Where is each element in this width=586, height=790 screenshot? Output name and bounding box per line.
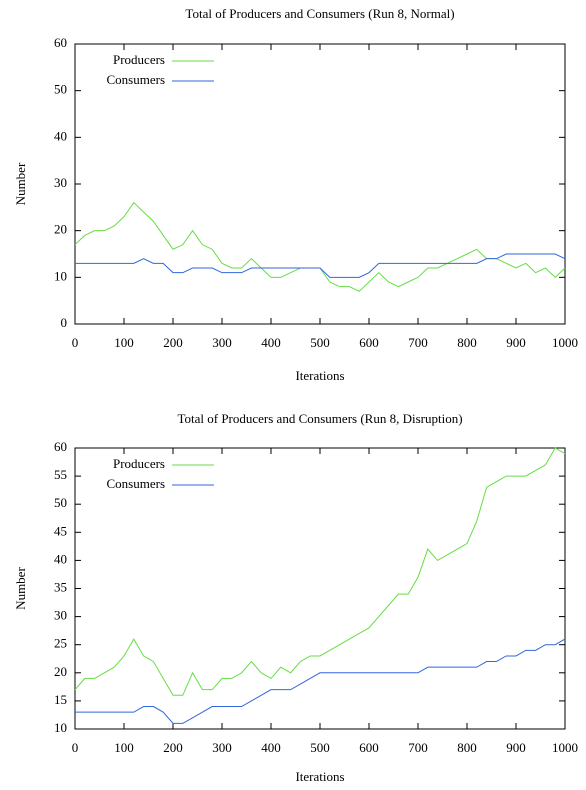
- x-axis-label: Iterations: [295, 769, 344, 784]
- y-axis-label: Number: [13, 162, 28, 205]
- x-tick-label: 800: [457, 740, 477, 755]
- x-tick-label: 500: [310, 740, 330, 755]
- x-tick-label: 1000: [552, 335, 578, 350]
- chart-title: Total of Producers and Consumers (Run 8,…: [185, 6, 454, 21]
- x-tick-label: 100: [114, 740, 134, 755]
- x-axis-label: Iterations: [295, 368, 344, 383]
- y-tick-label: 15: [54, 692, 67, 707]
- x-tick-label: 1000: [552, 740, 578, 755]
- y-tick-label: 50: [54, 82, 67, 97]
- plot-frame: [74, 447, 566, 730]
- legend-label: Producers: [113, 52, 165, 67]
- legend-label: Consumers: [107, 72, 166, 87]
- y-tick-label: 50: [54, 495, 67, 510]
- y-axis-label: Number: [13, 567, 28, 610]
- series-line: [75, 638, 566, 724]
- chart-title: Total of Producers and Consumers (Run 8,…: [177, 411, 462, 426]
- x-tick-label: 400: [261, 335, 281, 350]
- y-tick-label: 60: [54, 439, 67, 454]
- y-tick-label: 40: [54, 551, 67, 566]
- x-tick-label: 700: [408, 335, 428, 350]
- x-tick-label: 300: [212, 740, 232, 755]
- x-tick-label: 200: [163, 335, 183, 350]
- y-tick-label: 35: [54, 579, 67, 594]
- y-tick-label: 10: [54, 268, 67, 283]
- y-tick-label: 40: [54, 128, 67, 143]
- legend-label: Producers: [113, 456, 165, 471]
- x-tick-label: 800: [457, 335, 477, 350]
- series-line: [75, 253, 566, 278]
- x-tick-label: 200: [163, 740, 183, 755]
- series-line: [74, 447, 566, 696]
- x-tick-label: 100: [114, 335, 134, 350]
- series-line: [74, 201, 566, 292]
- x-tick-label: 300: [212, 335, 232, 350]
- y-tick-label: 30: [54, 608, 67, 623]
- y-tick-label: 20: [54, 222, 67, 237]
- y-tick-label: 30: [54, 175, 67, 190]
- x-tick-label: 900: [506, 335, 526, 350]
- y-tick-label: 55: [54, 467, 67, 482]
- legend-label: Consumers: [107, 476, 166, 491]
- y-tick-label: 0: [61, 315, 68, 330]
- x-tick-label: 600: [359, 335, 379, 350]
- x-tick-label: 600: [359, 740, 379, 755]
- x-tick-label: 0: [72, 740, 79, 755]
- y-tick-label: 45: [54, 523, 67, 538]
- x-tick-label: 700: [408, 740, 428, 755]
- x-tick-label: 400: [261, 740, 281, 755]
- y-tick-label: 60: [54, 35, 67, 50]
- y-tick-label: 25: [54, 636, 67, 651]
- plot-frame: [74, 43, 566, 325]
- x-tick-label: 500: [310, 335, 330, 350]
- y-tick-label: 10: [54, 720, 67, 735]
- y-tick-label: 20: [54, 664, 67, 679]
- x-tick-label: 0: [72, 335, 79, 350]
- x-tick-label: 900: [506, 740, 526, 755]
